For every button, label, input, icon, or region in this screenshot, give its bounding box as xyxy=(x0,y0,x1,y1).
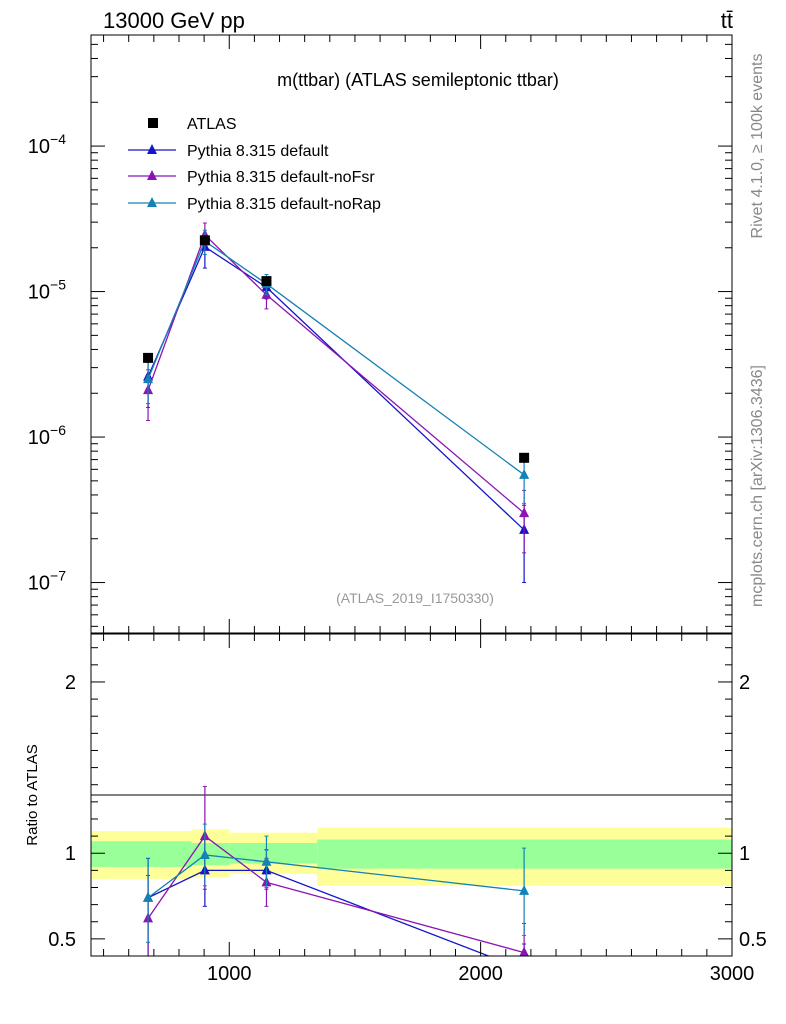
ratio-series-line xyxy=(147,869,491,956)
legend-marker-default xyxy=(147,144,157,154)
main-series-marker xyxy=(519,468,530,479)
chart-title: m(ttbar) (ATLAS semileptonic ttbar) xyxy=(277,70,559,90)
x-tick-label: 2000 xyxy=(458,963,503,985)
legend-label-nofsr: Pythia 8.315 default-noFsr xyxy=(187,169,375,186)
ratio-series-marker xyxy=(261,855,272,866)
ratio-y-axis-label: Ratio to ATLAS xyxy=(24,744,41,845)
ratio-panel: 0.5 0.5 1 1 2 2 1000 2000 3000 Ratio to ATLAS xyxy=(24,633,767,985)
legend: ATLAS Pythia 8.315 default Pythia 8.315 … xyxy=(128,116,381,213)
main-y-tick-labels: 10−4 10−5 10−6 10−7 xyxy=(28,131,66,594)
main-y-tick-label: 10−6 xyxy=(28,422,66,449)
main-axis-ticks xyxy=(91,35,733,633)
process-label: tt̄ xyxy=(721,8,733,33)
ratio-band-inner xyxy=(91,841,192,867)
ratio-series-marker xyxy=(199,848,210,859)
ratio-band-inner xyxy=(229,842,318,864)
ratio-y-tick-label-left: 1 xyxy=(65,843,76,865)
legend-label-default: Pythia 8.315 default xyxy=(187,143,329,160)
main-series-group xyxy=(143,222,530,584)
legend-label-atlas: ATLAS xyxy=(187,116,237,133)
ratio-y-tick-labels: 0.5 0.5 1 1 2 2 xyxy=(48,672,767,951)
ratio-series-group xyxy=(143,785,530,974)
ratio-series-line xyxy=(147,854,525,899)
main-y-tick-label: 10−7 xyxy=(28,568,66,595)
ratio-y-tick-label-right: 1 xyxy=(739,843,750,865)
ratio-y-tick-label-right: 0.5 xyxy=(739,929,767,951)
main-y-tick-label: 10−4 xyxy=(28,131,66,158)
ratio-y-tick-label-left: 2 xyxy=(65,672,76,694)
main-frame xyxy=(90,34,733,634)
analysis-id: (ATLAS_2019_I1750330) xyxy=(336,590,494,606)
legend-marker-nofsr xyxy=(147,170,157,180)
ratio-frame xyxy=(90,633,733,957)
atlas-data-point xyxy=(261,276,272,287)
main-panel: m(ttbar) (ATLAS semileptonic ttbar) (ATL… xyxy=(28,34,733,634)
ratio-series-marker xyxy=(143,891,154,902)
ratio-y-tick-label-right: 2 xyxy=(739,672,750,694)
main-series-line xyxy=(147,233,525,514)
source-label: mcplots.cern.ch [arXiv:1306.3436] xyxy=(749,365,766,607)
rivet-label: Rivet 4.1.0, ≥ 100k events xyxy=(749,54,766,239)
x-tick-labels: 1000 2000 3000 xyxy=(207,963,754,985)
atlas-data-point xyxy=(199,235,210,246)
main-series-marker xyxy=(519,507,530,518)
ratio-series-marker xyxy=(519,884,530,895)
energy-label: 13000 GeV pp xyxy=(103,8,245,33)
legend-label-norap: Pythia 8.315 default-noRap xyxy=(187,196,381,213)
main-series-marker xyxy=(143,373,154,384)
ratio-y-tick-label-left: 0.5 xyxy=(48,929,76,951)
x-tick-label: 3000 xyxy=(710,963,755,985)
ratio-band-inner xyxy=(191,842,230,866)
ratio-series-line xyxy=(147,835,525,954)
main-y-tick-label: 10−5 xyxy=(28,277,66,304)
ratio-series-marker xyxy=(519,964,529,974)
legend-marker-atlas xyxy=(148,118,158,128)
legend-marker-norap xyxy=(147,197,157,207)
atlas-data-point xyxy=(519,452,530,463)
ratio-axis-ticks xyxy=(91,634,733,957)
x-tick-label: 1000 xyxy=(207,963,252,985)
atlas-data-point xyxy=(143,352,154,363)
ratio-uncertainty-bands xyxy=(91,827,732,886)
ratio-series-marker xyxy=(519,946,529,956)
main-series-line xyxy=(147,240,525,476)
